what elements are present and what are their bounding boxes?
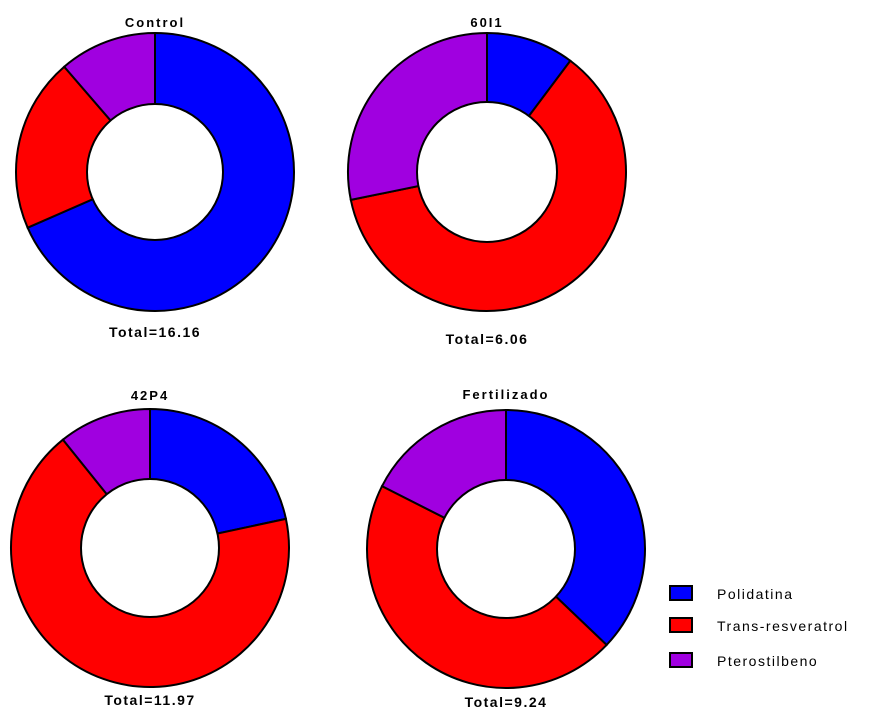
legend-item-pterostilbeno: Pterostilbeno (669, 652, 818, 669)
legend: Polidatina Trans-resveratrol Pterostilbe… (669, 585, 849, 669)
chart-title: 42P4 (131, 388, 169, 403)
donut-chart-fertilizado: Fertilizado Total=9.24 (366, 387, 646, 710)
donut-hole (436, 479, 576, 619)
donut-hole (416, 101, 558, 243)
donut-chart-60i1: 60I1 Total=6.06 (347, 15, 627, 347)
chart-total-label: Total=11.97 (104, 692, 195, 708)
legend-swatch (669, 652, 693, 668)
chart-total-label: Total=9.24 (465, 694, 548, 710)
chart-title: Control (125, 15, 185, 30)
donut-hole (86, 103, 224, 241)
legend-label: Trans-resveratrol (717, 618, 849, 634)
chart-title: Fertilizado (462, 387, 549, 402)
donut-hole (80, 478, 220, 618)
chart-title: 60I1 (470, 15, 503, 30)
legend-swatch (669, 617, 693, 633)
slice-polidatina (505, 408, 646, 647)
chart-total-label: Total=6.06 (446, 331, 529, 347)
legend-label: Pterostilbeno (717, 653, 818, 669)
legend-swatch (669, 585, 693, 601)
chart-total-label: Total=16.16 (109, 324, 201, 340)
slice-trans-resveratrol (15, 65, 157, 229)
legend-item-polidatina: Polidatina (669, 585, 794, 602)
donut-chart-42p4: 42P4 Total=11.97 (10, 388, 291, 708)
donut-chart-control: Control Total=16.16 (15, 15, 295, 340)
legend-label: Polidatina (717, 586, 794, 602)
legend-item-trans-resveratrol: Trans-resveratrol (669, 617, 849, 634)
